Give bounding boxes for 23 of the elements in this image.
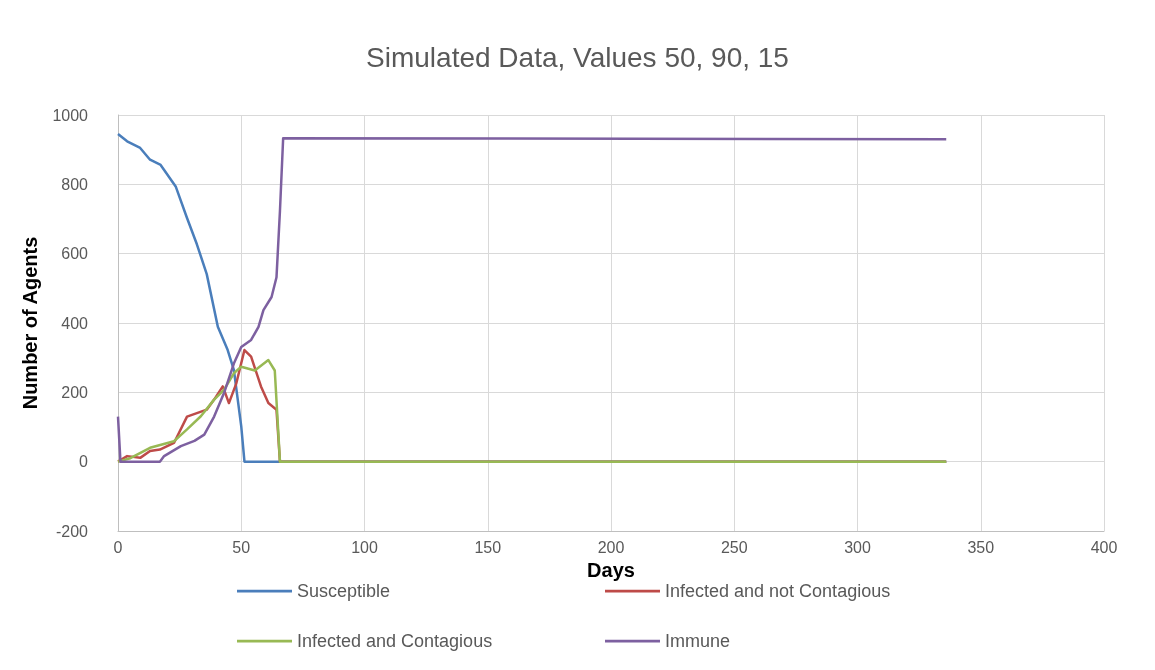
x-tick-label: 400 bbox=[1090, 538, 1118, 556]
y-tick-label: 1000 bbox=[52, 106, 89, 124]
x-tick-label: 200 bbox=[597, 538, 625, 556]
x-tick-label: 100 bbox=[351, 538, 378, 556]
x-tick-label: 250 bbox=[720, 538, 748, 556]
x-tick-label: 50 bbox=[232, 538, 251, 556]
y-tick-label: 0 bbox=[79, 453, 89, 471]
x-tick-label: 150 bbox=[474, 538, 502, 556]
legend-label: Infected and Contagious bbox=[297, 631, 493, 651]
chart-title: Simulated Data, Values 50, 90, 15 bbox=[366, 41, 789, 73]
x-axis-title: Days bbox=[587, 558, 635, 581]
y-tick-label: 200 bbox=[61, 383, 89, 401]
y-tick-label: 600 bbox=[61, 245, 89, 263]
y-tick-label: -200 bbox=[55, 522, 89, 540]
x-tick-label: 0 bbox=[113, 538, 123, 556]
y-axis-title: Number of Agents bbox=[19, 236, 41, 410]
legend-label: Susceptible bbox=[297, 581, 391, 601]
legend-label: Immune bbox=[665, 631, 731, 651]
x-tick-label: 300 bbox=[844, 538, 871, 556]
x-tick-label: 350 bbox=[967, 538, 995, 556]
y-tick-label: 800 bbox=[61, 175, 89, 193]
legend-label: Infected and not Contagious bbox=[665, 581, 891, 601]
y-tick-label: 400 bbox=[61, 314, 89, 332]
